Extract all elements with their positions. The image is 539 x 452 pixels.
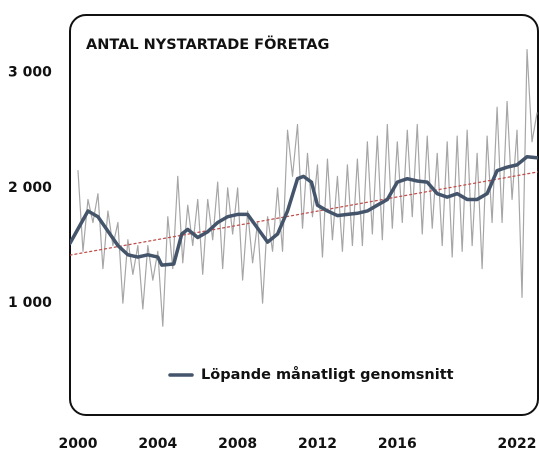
legend-label: Löpande månatligt genomsnitt [201,366,454,383]
y-tick-label: 1 000 [8,295,52,311]
x-tick-label: 2008 [218,436,257,452]
x-tick-label: 2022 [498,436,537,452]
x-tick-label: 2000 [58,436,97,452]
plot-area [70,48,538,327]
series-line [70,171,538,256]
chart-title: ANTAL NYSTARTADE FÖRETAG [86,35,329,53]
x-tick-label: 2004 [138,436,177,452]
series-line [70,155,538,267]
x-tick-label: 2012 [298,436,337,452]
x-tick-label: 2016 [378,436,417,452]
plot-frame [69,14,539,416]
y-tick-label: 3 000 [8,65,52,81]
y-tick-label: 2 000 [8,180,52,196]
series-line [77,48,538,327]
